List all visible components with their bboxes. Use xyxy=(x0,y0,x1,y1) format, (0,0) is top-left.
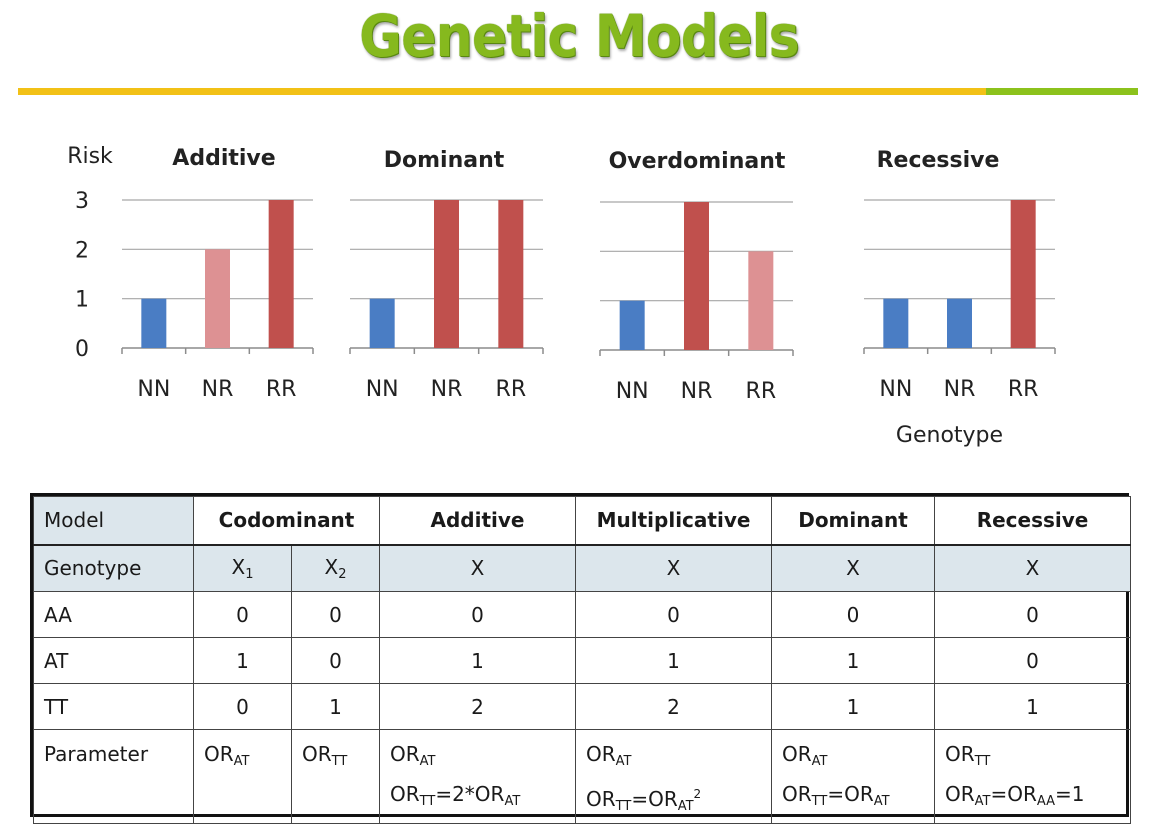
table-cell: 0 xyxy=(290,637,381,684)
table-cell: 1 xyxy=(771,637,936,684)
genotype-cell: X1 xyxy=(193,544,292,592)
table-cell: 0 xyxy=(934,591,1132,638)
bar-nr xyxy=(947,298,972,348)
bar-rr xyxy=(498,200,524,348)
header-multiplicative: Multiplicative xyxy=(575,496,773,546)
y-axis-label: Risk xyxy=(67,144,113,169)
parameter-cell: ORTT ORAT=ORAA=1 xyxy=(934,729,1132,824)
chart-title: Dominant xyxy=(384,148,505,173)
table-cell: 1 xyxy=(575,637,773,684)
chart-title: Recessive xyxy=(877,148,1000,173)
parameter-cell: ORTT xyxy=(290,729,381,824)
bar-rr xyxy=(1010,200,1036,348)
chart-recessive: NN NR RR Recessive Genotype xyxy=(863,148,1056,448)
chart-title: Overdominant xyxy=(609,149,786,174)
header-recessive: Recessive xyxy=(934,496,1132,546)
parameter-label: Parameter xyxy=(33,729,194,824)
chart-title: Additive xyxy=(172,146,275,171)
y-tick-label: 3 xyxy=(75,189,89,214)
table-cell: 1 xyxy=(934,683,1132,730)
bar-rr xyxy=(748,251,774,350)
table-cell: 2 xyxy=(575,683,773,730)
parameter-cell: ORAT ORTT=ORAT xyxy=(771,729,936,824)
genotype-label: Genotype xyxy=(33,544,194,592)
category-label: NN xyxy=(366,377,399,402)
category-label: RR xyxy=(496,377,527,402)
row-label: AA xyxy=(33,591,194,638)
table-cell: 0 xyxy=(575,591,773,638)
genetic-model-charts: NN NR RR Additive Risk 0 1 2 3 NN NR RR Dominant NN NR… xyxy=(67,144,1056,448)
category-label: NR xyxy=(431,377,463,402)
table-cell: 1 xyxy=(193,637,292,684)
genetic-models-table: Model Codominant Additive Multiplicative… xyxy=(30,493,1132,824)
genotype-cell: X xyxy=(934,544,1132,592)
parameter-cell: ORAT ORTT=ORAT2 xyxy=(575,729,773,824)
table-cell: 0 xyxy=(771,591,936,638)
y-tick-label: 0 xyxy=(75,337,89,362)
bar-nn xyxy=(883,298,909,348)
category-label: NR xyxy=(681,379,713,404)
table-cell: 1 xyxy=(771,683,936,730)
category-label: NN xyxy=(137,377,170,402)
genotype-cell: X2 xyxy=(290,544,381,592)
category-label: NR xyxy=(202,377,234,402)
bar-nn xyxy=(141,298,167,348)
parameter-cell: ORAT ORTT=2*ORAT xyxy=(379,729,577,824)
category-label: RR xyxy=(746,379,777,404)
y-tick-label: 2 xyxy=(75,238,89,263)
chart-additive: NN NR RR Additive Risk 0 1 2 3 xyxy=(67,144,314,402)
title-rule-green xyxy=(986,88,1138,95)
table-cell: 0 xyxy=(290,591,381,638)
x-axis-label: Genotype xyxy=(896,423,1003,448)
row-label: AT xyxy=(33,637,194,684)
genotype-cell: X xyxy=(379,544,577,592)
parameter-cell: ORAT xyxy=(193,729,292,824)
category-label: NN xyxy=(616,379,649,404)
bar-nr xyxy=(205,249,230,348)
table-cell: 0 xyxy=(934,637,1132,684)
table-corner-model: Model xyxy=(33,496,194,546)
category-label: NR xyxy=(944,377,976,402)
chart-overdominant: NN NR RR Overdominant xyxy=(599,149,794,404)
genotype-cell: X xyxy=(575,544,773,592)
page-title: Genetic Models xyxy=(359,2,800,70)
category-label: RR xyxy=(1008,377,1039,402)
table-cell: 0 xyxy=(193,591,292,638)
table-cell: 1 xyxy=(290,683,381,730)
category-label: NN xyxy=(879,377,912,402)
title-rule-yellow xyxy=(18,88,986,95)
genotype-cell: X xyxy=(771,544,936,592)
table-cell: 1 xyxy=(379,637,577,684)
header-codominant: Codominant xyxy=(192,496,381,546)
bar-nn xyxy=(619,300,645,350)
bar-nn xyxy=(369,298,395,348)
category-label: RR xyxy=(266,377,297,402)
header-dominant: Dominant xyxy=(771,496,936,546)
chart-dominant: NN NR RR Dominant xyxy=(349,148,544,402)
bar-nr xyxy=(434,200,459,348)
row-label: TT xyxy=(33,683,194,730)
table-cell: 0 xyxy=(193,683,292,730)
bar-nr xyxy=(684,202,709,350)
bar-rr xyxy=(268,200,294,348)
y-tick-label: 1 xyxy=(75,288,89,313)
header-additive: Additive xyxy=(379,496,577,546)
table-cell: 2 xyxy=(379,683,577,730)
table-cell: 0 xyxy=(379,591,577,638)
